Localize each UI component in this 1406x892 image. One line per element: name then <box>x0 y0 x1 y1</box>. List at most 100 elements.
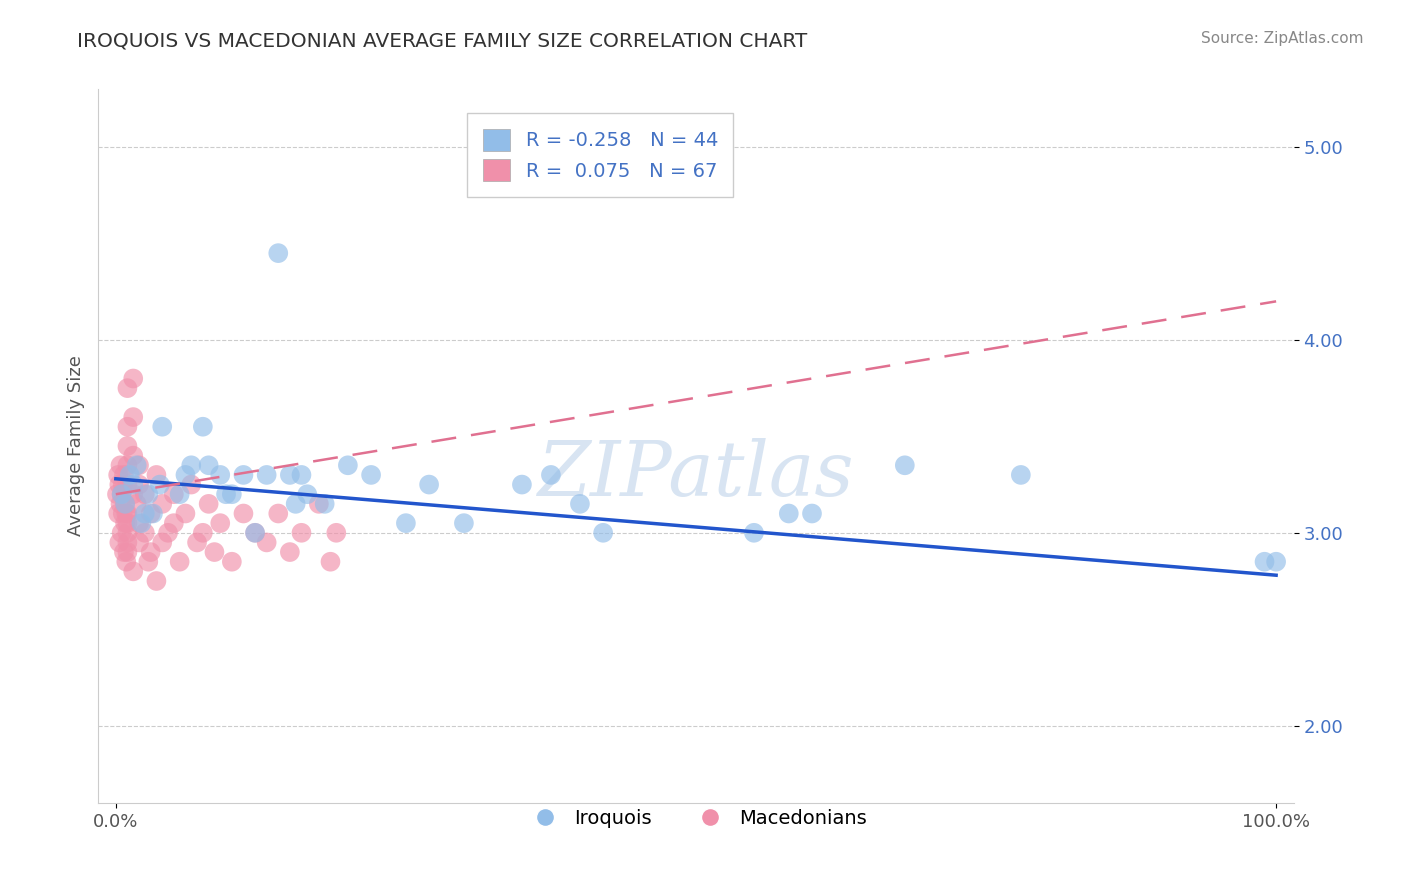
Point <box>122 371 145 385</box>
Point <box>243 525 266 540</box>
Point <box>117 439 139 453</box>
Point <box>134 487 156 501</box>
Point <box>221 555 243 569</box>
Point <box>197 497 219 511</box>
Point <box>319 555 342 569</box>
Point <box>1253 555 1275 569</box>
Point <box>297 487 319 501</box>
Point <box>174 467 197 482</box>
Point <box>149 477 172 491</box>
Point <box>395 516 418 530</box>
Point <box>128 535 150 549</box>
Point <box>108 535 131 549</box>
Point <box>150 497 173 511</box>
Point <box>114 516 136 530</box>
Point <box>418 477 440 491</box>
Point <box>112 467 135 482</box>
Point <box>284 497 307 511</box>
Point <box>169 555 191 569</box>
Point <box>110 458 132 473</box>
Point <box>142 507 165 521</box>
Point <box>111 507 134 521</box>
Point <box>122 477 145 491</box>
Point <box>117 381 139 395</box>
Point <box>1010 467 1032 482</box>
Point <box>163 516 186 530</box>
Point <box>111 477 134 491</box>
Point <box>314 497 336 511</box>
Point <box>186 535 208 549</box>
Point <box>150 419 173 434</box>
Point <box>125 458 148 473</box>
Point <box>325 525 347 540</box>
Point <box>111 487 134 501</box>
Point <box>278 467 301 482</box>
Point <box>568 497 591 511</box>
Point <box>174 507 197 521</box>
Point <box>134 507 156 521</box>
Point <box>894 458 917 473</box>
Y-axis label: Average Family Size: Average Family Size <box>66 356 84 536</box>
Point <box>125 497 148 511</box>
Point <box>139 507 162 521</box>
Point <box>150 535 173 549</box>
Point <box>267 246 290 260</box>
Point <box>111 525 134 540</box>
Point <box>117 525 139 540</box>
Point <box>122 487 145 501</box>
Point <box>114 497 136 511</box>
Point <box>290 467 312 482</box>
Point <box>107 467 129 482</box>
Point <box>134 525 156 540</box>
Point <box>267 507 290 521</box>
Point <box>778 507 800 521</box>
Point <box>360 467 382 482</box>
Point <box>278 545 301 559</box>
Point <box>131 516 153 530</box>
Point <box>108 477 131 491</box>
Point <box>540 467 562 482</box>
Point <box>105 487 128 501</box>
Point <box>510 477 533 491</box>
Point <box>115 555 138 569</box>
Point <box>243 525 266 540</box>
Point <box>118 467 141 482</box>
Point <box>180 477 202 491</box>
Point <box>128 516 150 530</box>
Point <box>111 487 134 501</box>
Point <box>215 487 238 501</box>
Point <box>232 507 254 521</box>
Point <box>742 525 765 540</box>
Point <box>204 545 226 559</box>
Point <box>136 487 159 501</box>
Point <box>112 545 135 559</box>
Point <box>290 525 312 540</box>
Point <box>592 525 614 540</box>
Point <box>209 516 232 530</box>
Point <box>336 458 359 473</box>
Point <box>117 507 139 521</box>
Point <box>128 458 150 473</box>
Text: Source: ZipAtlas.com: Source: ZipAtlas.com <box>1201 31 1364 46</box>
Point <box>122 449 145 463</box>
Point <box>453 516 475 530</box>
Text: IROQUOIS VS MACEDONIAN AVERAGE FAMILY SIZE CORRELATION CHART: IROQUOIS VS MACEDONIAN AVERAGE FAMILY SI… <box>77 31 807 50</box>
Point <box>110 497 132 511</box>
Point <box>117 458 139 473</box>
Point <box>308 497 330 511</box>
Point <box>801 507 824 521</box>
Point <box>221 487 243 501</box>
Point <box>197 458 219 473</box>
Point <box>114 497 136 511</box>
Point <box>117 477 139 491</box>
Point <box>209 467 232 482</box>
Point <box>107 507 129 521</box>
Point <box>115 507 138 521</box>
Point <box>122 565 145 579</box>
Point <box>145 574 167 588</box>
Point <box>128 477 150 491</box>
Point <box>191 525 214 540</box>
Point <box>256 467 278 482</box>
Point <box>117 535 139 549</box>
Point <box>136 555 159 569</box>
